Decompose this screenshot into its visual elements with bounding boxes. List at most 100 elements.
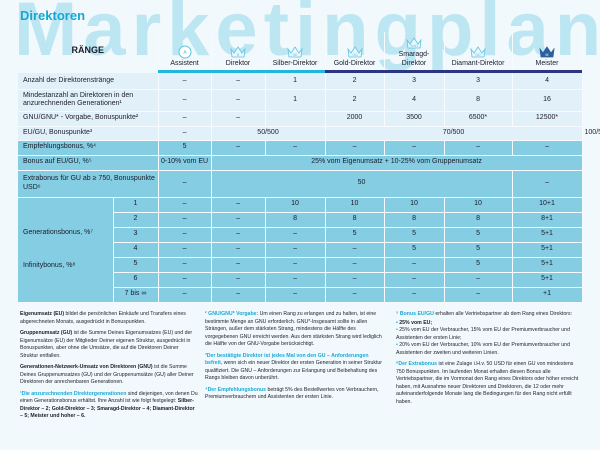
table-cell: 8 <box>444 212 513 228</box>
rank-header: A Assistent <box>158 32 212 70</box>
generation-number: 1 <box>113 197 159 213</box>
svg-text:SD: SD <box>293 53 298 57</box>
rank-header: SmD Smaragd-Direktor <box>384 32 445 70</box>
footnote-5-title: ⁵ Bonus EU/GU <box>396 311 434 317</box>
table-cell: – <box>444 140 513 156</box>
table-cell: – <box>211 111 266 127</box>
table-cell: – <box>211 257 266 273</box>
table-cell: +1 <box>512 287 583 303</box>
table-cell: – <box>158 242 212 258</box>
table-cell: – <box>211 89 266 112</box>
table-cell: 25% vom Eigenumsatz + 10-25% vom Gruppen… <box>211 155 583 171</box>
footnote-3-title: ³Der bestätigte Direktor ist jedes Mal v… <box>205 352 369 367</box>
table-cell: 4 <box>384 89 445 112</box>
table-cell: – <box>265 140 326 156</box>
table-cell: – <box>211 287 266 303</box>
crown-icon: SD <box>287 45 303 58</box>
table-cell: 4 <box>512 73 583 90</box>
table-row: 4– – – –5 5 5+1 <box>18 242 583 258</box>
rank-name: Direktor <box>225 59 251 67</box>
svg-text:M: M <box>546 53 549 57</box>
footnote-1-text: sind diejenigen, von denen Du einen Gene… <box>20 390 198 405</box>
table-cell: 5+1 <box>512 242 583 258</box>
table-cell: 2 <box>325 73 385 90</box>
footnote-5-text: erhalten alle Vertriebspartner ab dem Ra… <box>433 311 573 317</box>
table-cell: – <box>512 170 583 198</box>
table-row: Anzahl der Direktorenstränge – –1 2 3 3 4 <box>18 73 583 90</box>
eu-text: bildet die persönlichen Einkäufe und Tra… <box>20 311 186 325</box>
gnu-text: ist die Summe Deines Gruppenumsatzes (GU… <box>20 364 194 386</box>
table-cell: 50/500 <box>211 126 326 141</box>
gu-text: ist die Summe Deines Eigenumsatzes (EU) … <box>20 330 193 359</box>
footnote-4-text: beträgt 5% des Bestellwertes von Verbrau… <box>205 386 379 401</box>
svg-text:SmD: SmD <box>410 44 418 48</box>
table-cell: 5 <box>444 257 513 273</box>
table-cell: 10 <box>444 197 513 213</box>
table-cell: 3500 <box>384 111 445 127</box>
footnote-6-text: ist eine Zulage i.H.v. 50 USD für einen … <box>396 361 579 405</box>
table-row: GNU/GNU* - Vorgabe, Bonuspunkte² – –2000 35… <box>18 111 583 127</box>
table-cell: – <box>158 170 212 198</box>
table-cell: 8 <box>444 89 513 112</box>
list-item: 25% vom EU; <box>396 320 582 328</box>
generation-number: 7 bis ∞ <box>113 287 159 303</box>
svg-text:D: D <box>237 53 240 57</box>
row-label: GNU/GNU* - Vorgabe, Bonuspunkte² <box>18 111 159 127</box>
table-cell: 1 <box>265 89 326 112</box>
table-row: 3– – –5 5 5 5+1 <box>18 227 583 243</box>
footnote-3-text: wenn sich ein neuer Direktor der ersten … <box>205 360 383 382</box>
table-cell: – <box>158 89 212 112</box>
footnotes-col-2: ² GNU/GNU* Vorgabe: Um einen Rang zu erl… <box>205 311 385 406</box>
table-cell: 50 <box>211 170 513 198</box>
assistant-badge-icon: A <box>178 45 192 59</box>
footnote-4-title: ⁴Der Empfehlungsbonus <box>205 386 267 393</box>
table-cell: 3 <box>384 73 445 90</box>
table-row: 7 bis ∞ – – – – – – +1 <box>18 287 583 303</box>
row-label: Mindestanzahl an Direktoren in den anzur… <box>18 89 159 112</box>
list-item: 25% vom EU der Verbraucher, 15% vom EU d… <box>396 327 582 342</box>
crown-filled-icon: M <box>539 45 555 58</box>
generation-number: 5 <box>113 257 159 273</box>
rank-name: Meister <box>535 59 559 67</box>
crown-icon: DD <box>470 45 486 58</box>
table-row: Generationsbonus, %⁷ Infinitybonus, %⁸ 1– –… <box>18 197 583 303</box>
table-cell: – <box>158 111 212 127</box>
table-cell: 10 <box>325 197 385 213</box>
table-cell: – <box>384 257 445 273</box>
footnotes-col-1: Eigenumsatz (EU) bildet die persönlichen… <box>20 311 198 425</box>
generation-number: 4 <box>113 242 159 258</box>
rank-header: GD Gold-Direktor <box>325 32 385 70</box>
table-row: Empfehlungsbonus, %⁴ 5– – – – – – <box>18 140 583 156</box>
table-row: 6– – – – – –5+1 <box>18 272 583 288</box>
table-cell: – <box>325 140 385 156</box>
footnote-1-title: ¹Die anzurechnenden Direktorgenerationen <box>20 390 127 397</box>
ranks-heading: RÄNGE <box>18 32 159 70</box>
rank-header: M Meister <box>512 32 583 70</box>
row-label: Empfehlungsbonus, %⁴ <box>18 140 159 156</box>
crown-icon: D <box>230 45 246 58</box>
row-label: EU/GU, Bonuspunkte³ <box>18 126 159 141</box>
table-cell: 8 <box>325 212 385 228</box>
rank-name: Silber-Direktor <box>272 59 318 67</box>
table-cell: – <box>444 272 513 288</box>
table-cell: – <box>265 257 326 273</box>
table-cell: – <box>325 287 385 303</box>
table-cell: 1 <box>265 73 326 90</box>
table-cell: – <box>158 73 212 90</box>
table-cell: 3 <box>444 73 513 90</box>
table-cell: 12500* <box>512 111 583 127</box>
generation-number: 6 <box>113 272 159 288</box>
table-cell: 5 <box>325 227 385 243</box>
table-cell: 5+1 <box>512 272 583 288</box>
table-cell: – <box>158 257 212 273</box>
ranks-table: RÄNGE A Assistent D Direktor SD Silber-Direkt… <box>18 32 600 303</box>
row-label: Bonus auf EU/GU, %⁵ <box>18 155 159 171</box>
gu-term: Gruppenumsatz (GU) <box>20 330 73 337</box>
table-cell: – <box>325 242 385 258</box>
table-cell: – <box>265 272 326 288</box>
row-label: Extrabonus für GU ab ≥ 750, Bonuspunkte … <box>18 170 159 198</box>
table-cell: – <box>158 272 212 288</box>
table-cell: – <box>444 287 513 303</box>
table-cell: 6500* <box>444 111 513 127</box>
